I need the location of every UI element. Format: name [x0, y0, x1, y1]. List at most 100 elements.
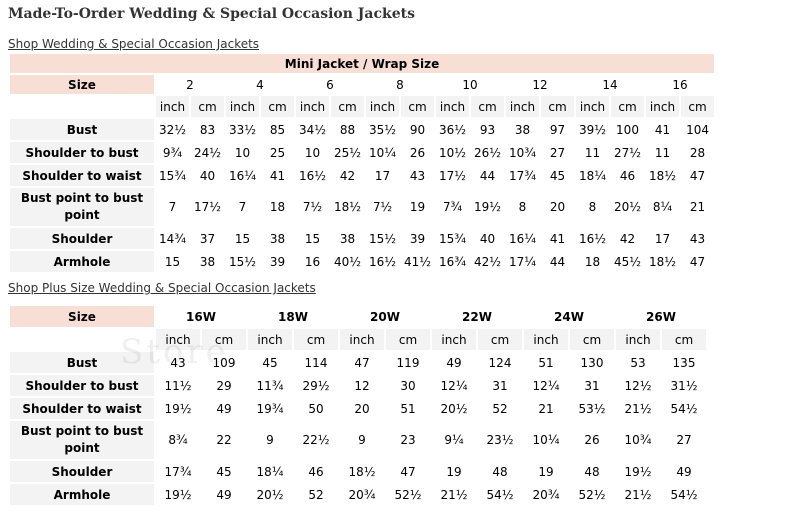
- cell-value: 10: [296, 142, 329, 163]
- cell-value: 21½: [432, 484, 476, 505]
- table-caption: Mini Jacket / Wrap Size: [10, 54, 715, 73]
- cell-value: 90: [401, 119, 434, 140]
- cell-value: 15: [296, 228, 329, 249]
- cell-value: 27½: [611, 142, 644, 163]
- cell-value: 26: [401, 142, 434, 163]
- cell-value: 23: [386, 421, 430, 459]
- size-heading: 14: [576, 75, 644, 94]
- size-row: Size 2 4 6 8 10 12 14 16: [10, 75, 715, 94]
- cell-value: 36½: [436, 119, 469, 140]
- cell-value: 17: [646, 228, 679, 249]
- cell-value: 16¾: [436, 251, 469, 272]
- cell-value: 9¼: [432, 421, 476, 459]
- cell-value: 100: [611, 119, 644, 140]
- cell-value: 20¾: [524, 484, 568, 505]
- unit-heading: inch: [156, 329, 200, 350]
- cell-value: 10½: [436, 142, 469, 163]
- cell-value: 19½: [616, 461, 660, 482]
- cell-value: 11¾: [248, 375, 292, 396]
- page-title: Made-To-Order Wedding & Special Occasion…: [8, 6, 415, 22]
- unit-heading: inch: [226, 96, 259, 117]
- cell-value: 9: [340, 421, 384, 459]
- cell-value: 18¼: [576, 165, 609, 186]
- cell-value: 19: [401, 188, 434, 226]
- cell-value: 43: [156, 352, 200, 373]
- size-heading: 16: [646, 75, 715, 94]
- cell-value: 49: [432, 352, 476, 373]
- cell-value: 31: [478, 375, 522, 396]
- unit-heading: cm: [662, 329, 706, 350]
- size-heading: 6: [296, 75, 364, 94]
- cell-value: 21: [681, 188, 715, 226]
- cell-value: 43: [681, 228, 715, 249]
- plus-size-chart: Size 16W 18W 20W 22W 24W 26W inch cm inch cm inch cm…: [8, 304, 708, 507]
- unit-heading: cm: [202, 329, 246, 350]
- unit-heading: cm: [611, 96, 644, 117]
- cell-value: 42: [611, 228, 644, 249]
- unit-heading: inch: [576, 96, 609, 117]
- unit-heading: cm: [191, 96, 224, 117]
- shop-plus-size-jackets-link[interactable]: Shop Plus Size Wedding & Special Occasio…: [8, 281, 316, 295]
- cell-value: 8: [576, 188, 609, 226]
- cell-value: 12¼: [524, 375, 568, 396]
- row-label: Shoulder: [10, 228, 154, 249]
- row-label: Bust: [10, 352, 154, 373]
- cell-value: 38: [191, 251, 224, 272]
- unit-heading: inch: [366, 96, 399, 117]
- unit-heading: inch: [432, 329, 476, 350]
- cell-value: 15¾: [436, 228, 469, 249]
- cell-value: 130: [570, 352, 614, 373]
- cell-value: 8¼: [646, 188, 679, 226]
- cell-value: 19: [432, 461, 476, 482]
- cell-value: 19½: [156, 398, 200, 419]
- shop-jackets-link[interactable]: Shop Wedding & Special Occasion Jackets: [8, 37, 260, 51]
- cell-value: 10¾: [616, 421, 660, 459]
- cell-value: 17¾: [156, 461, 200, 482]
- cell-value: 54½: [662, 484, 706, 505]
- cell-value: 41½: [401, 251, 434, 272]
- cell-value: 43: [401, 165, 434, 186]
- unit-heading: cm: [294, 329, 338, 350]
- row-label: Armhole: [10, 484, 154, 505]
- size-label: Size: [10, 75, 154, 94]
- unit-heading: cm: [331, 96, 364, 117]
- cell-value: 26: [570, 421, 614, 459]
- size-label: Size: [10, 306, 154, 327]
- cell-value: 7: [226, 188, 259, 226]
- cell-value: 45: [541, 165, 574, 186]
- row-label: Bust point to bust point: [10, 421, 154, 459]
- cell-value: 25½: [331, 142, 364, 163]
- cell-value: 20½: [248, 484, 292, 505]
- cell-value: 44: [541, 251, 574, 272]
- cell-value: 52: [478, 398, 522, 419]
- cell-value: 45: [248, 352, 292, 373]
- row-label: Bust: [10, 119, 154, 140]
- size-heading: 4: [226, 75, 294, 94]
- size-heading: 22W: [432, 306, 522, 327]
- cell-value: 40: [471, 228, 504, 249]
- cell-value: 52½: [570, 484, 614, 505]
- cell-value: 10¾: [506, 142, 539, 163]
- unit-heading: inch: [340, 329, 384, 350]
- table-row: Bust 32½ 83 33½ 85 34½ 88 35½ 90 36½ 93 38 97 39½ 100 4…: [10, 119, 715, 140]
- cell-value: 20½: [432, 398, 476, 419]
- cell-value: 49: [202, 398, 246, 419]
- cell-value: 16½: [296, 165, 329, 186]
- size-heading: 18W: [248, 306, 338, 327]
- cell-value: 17: [366, 165, 399, 186]
- cell-value: 19½: [471, 188, 504, 226]
- cell-value: 7: [156, 188, 189, 226]
- row-label: Bust point to bust point: [10, 188, 154, 226]
- cell-value: 19¾: [248, 398, 292, 419]
- cell-value: 47: [340, 352, 384, 373]
- cell-value: 18½: [646, 165, 679, 186]
- unit-heading: inch: [436, 96, 469, 117]
- cell-value: 20: [541, 188, 574, 226]
- cell-value: 40: [191, 165, 224, 186]
- row-label: Shoulder: [10, 461, 154, 482]
- cell-value: 11½: [156, 375, 200, 396]
- cell-value: 10: [226, 142, 259, 163]
- cell-value: 21: [524, 398, 568, 419]
- table-row: Bust point to bust point 8¾ 22 9 22½ 9 23 9¼ 23½…: [10, 421, 706, 459]
- cell-value: 29½: [294, 375, 338, 396]
